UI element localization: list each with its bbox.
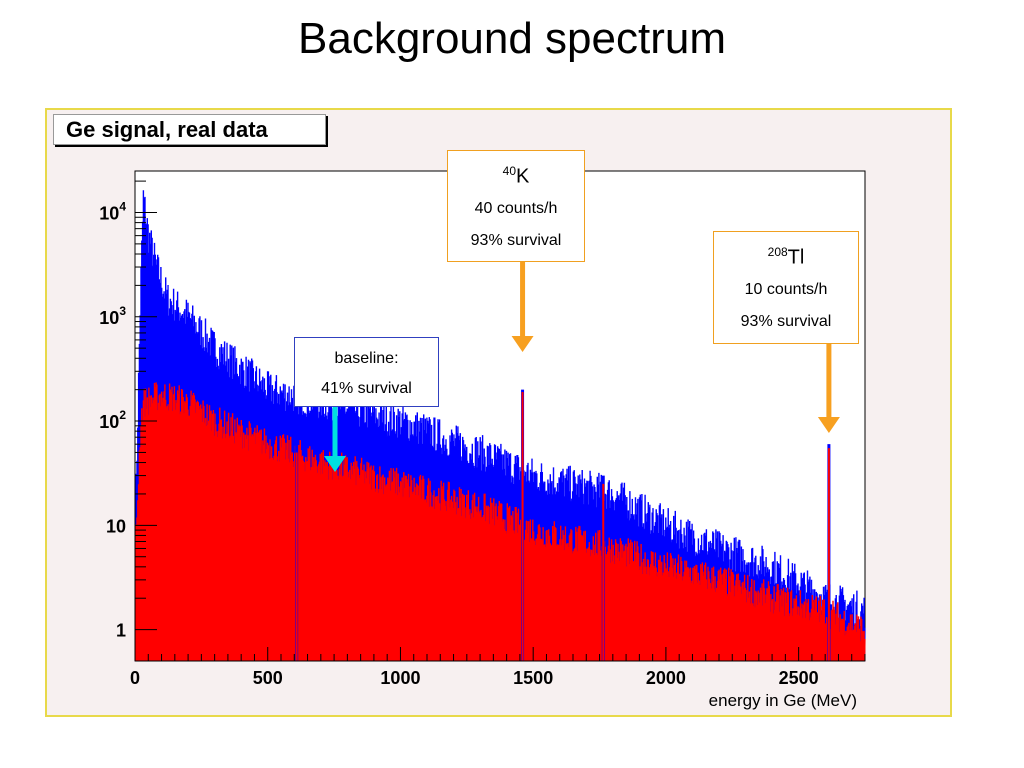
- baseline-survival: 41% survival: [321, 380, 412, 397]
- x-tick-label: 500: [253, 668, 283, 688]
- series-cut-area: [134, 382, 866, 662]
- k40-annotation: 40K 40 counts/h 93% survival: [447, 150, 585, 262]
- plot-title: Ge signal, real data: [53, 114, 326, 145]
- y-tick-label: 103: [99, 304, 126, 328]
- k40-rate: 40 counts/h: [474, 199, 558, 217]
- x-tick-label: 1000: [380, 668, 420, 688]
- slide-title: Background spectrum: [298, 14, 726, 63]
- tl208-symbol: Tl: [787, 246, 805, 269]
- tl208-annotation: 208Tl 10 counts/h 93% survival: [713, 231, 859, 344]
- peak-lines: [295, 389, 831, 661]
- k40-isotope: 40K: [448, 159, 584, 189]
- tl208-survival: 93% survival: [740, 312, 832, 330]
- baseline-arrow-head: [324, 456, 346, 472]
- x-tick-label: 0: [130, 668, 140, 688]
- baseline-label: baseline:: [334, 350, 399, 367]
- tl208-arrow-head: [817, 417, 840, 433]
- x-tick-label: 2500: [779, 668, 819, 688]
- tl208-isotope: 208Tl: [714, 240, 858, 270]
- k40-survival: 93% survival: [470, 231, 562, 249]
- baseline-annotation: baseline: 41% survival: [294, 337, 439, 407]
- y-tick-label: 1: [116, 621, 126, 641]
- tl208-mass: 208: [767, 245, 788, 259]
- y-tick-label: 102: [99, 408, 126, 432]
- x-tick-label: 2000: [646, 668, 686, 688]
- y-tick-label: 104: [99, 199, 126, 223]
- annotation-arrows: [324, 262, 840, 472]
- series-after-cut: [134, 382, 866, 662]
- y-tick-label: 10: [106, 516, 126, 536]
- k40-mass: 40: [502, 164, 516, 178]
- axes: 0 500 1000 1500 2000 2500 1 10 102 103 104: [99, 171, 866, 688]
- x-axis-label: energy in Ge (MeV): [708, 691, 857, 710]
- k40-symbol: K: [516, 165, 530, 188]
- k40-arrow-head: [511, 336, 534, 352]
- tl208-rate: 10 counts/h: [744, 280, 828, 298]
- x-tick-label: 1500: [513, 668, 553, 688]
